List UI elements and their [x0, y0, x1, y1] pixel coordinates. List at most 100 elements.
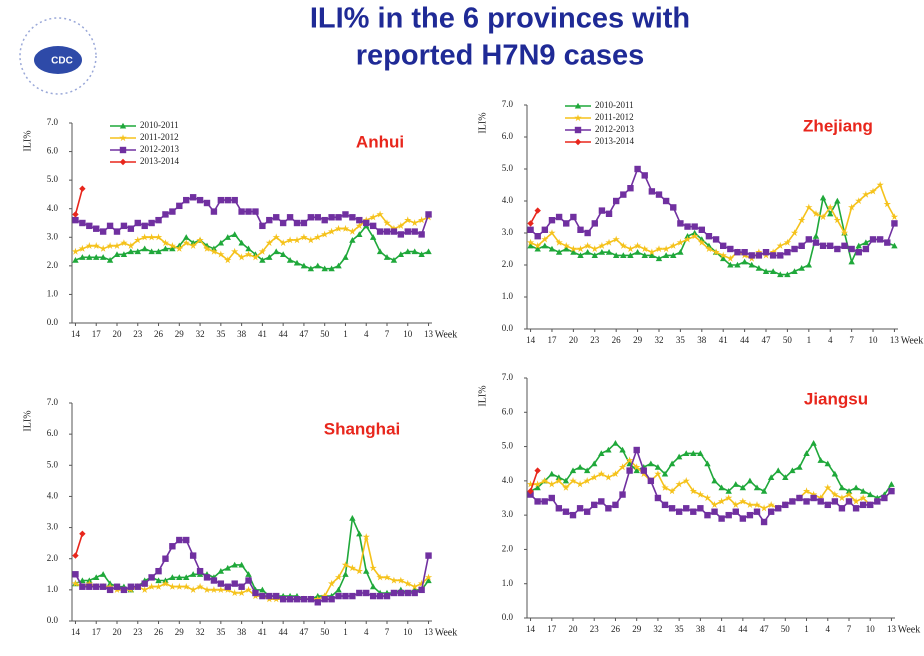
data-point — [826, 203, 834, 211]
data-point — [670, 252, 677, 258]
data-point — [534, 484, 541, 491]
data-point — [591, 460, 598, 467]
x-tick-label: 14 — [71, 627, 81, 637]
y-tick-label: 0.0 — [502, 323, 514, 333]
data-point — [411, 582, 419, 590]
data-point — [259, 592, 266, 600]
data-point — [356, 231, 363, 237]
data-point — [79, 219, 86, 227]
data-point — [127, 225, 135, 232]
data-point — [855, 249, 862, 256]
data-point — [99, 244, 107, 252]
data-point — [534, 245, 541, 252]
data-point — [404, 248, 411, 255]
y-tick-label: 5.0 — [502, 441, 514, 451]
y-tick-label: 0.0 — [47, 615, 59, 625]
data-point — [348, 227, 356, 235]
x-tick-label: 13 — [887, 624, 897, 634]
data-point — [767, 508, 775, 515]
data-point — [633, 242, 642, 249]
data-point — [266, 216, 273, 224]
data-point — [251, 253, 260, 261]
data-point — [411, 248, 418, 255]
series-line — [529, 447, 893, 524]
series-line — [530, 441, 893, 499]
data-point — [841, 242, 848, 249]
data-point — [286, 236, 294, 244]
data-point — [383, 254, 391, 260]
data-point — [612, 197, 620, 205]
data-point — [376, 592, 384, 600]
data-point — [328, 265, 335, 272]
data-point — [555, 249, 563, 255]
series-line — [530, 167, 896, 257]
data-point — [670, 204, 677, 211]
data-point — [705, 245, 713, 253]
y-tick-label: 7.0 — [502, 99, 514, 109]
data-point — [335, 262, 342, 269]
data-point — [669, 242, 677, 249]
data-point — [718, 497, 726, 505]
data-point — [189, 194, 197, 201]
data-point — [321, 230, 329, 238]
data-point — [307, 596, 315, 603]
data-point — [862, 245, 870, 253]
legend-marker — [574, 114, 582, 122]
data-point — [748, 252, 755, 259]
data-point — [99, 228, 107, 235]
data-point — [569, 477, 577, 484]
data-point — [390, 589, 398, 597]
data-point — [335, 586, 342, 593]
y-tick-label: 1.0 — [502, 291, 514, 301]
data-point — [203, 574, 211, 581]
data-point — [383, 573, 391, 581]
data-point — [810, 490, 818, 498]
series-line — [75, 536, 430, 600]
series-line — [530, 195, 895, 276]
x-tick-label: 10 — [403, 627, 413, 637]
data-point — [798, 216, 806, 224]
y-tick-label: 6.0 — [502, 406, 514, 416]
data-point — [404, 228, 411, 235]
page-title: reported H7N9 cases — [356, 40, 645, 72]
data-point — [626, 456, 634, 464]
data-point — [397, 589, 405, 597]
data-point — [654, 494, 662, 502]
legend-label: 2010-2011 — [595, 100, 634, 110]
data-point — [286, 596, 294, 603]
data-point — [425, 577, 432, 584]
data-point — [831, 498, 839, 505]
data-point — [612, 235, 620, 243]
data-point — [99, 254, 107, 260]
data-point — [162, 555, 169, 562]
data-point — [341, 561, 350, 568]
data-point — [819, 194, 827, 201]
legend-label: 2012-2013 — [140, 144, 179, 154]
data-point — [541, 242, 549, 249]
data-point — [769, 252, 777, 259]
data-point — [689, 487, 697, 495]
data-point — [169, 574, 176, 580]
data-point — [300, 262, 308, 269]
data-point — [411, 219, 419, 227]
data-point — [576, 463, 584, 470]
x-tick-label: 32 — [653, 624, 662, 634]
data-point — [148, 248, 155, 255]
data-point — [224, 256, 232, 264]
data-point — [175, 244, 183, 252]
data-point — [855, 197, 863, 205]
data-point — [383, 228, 391, 235]
data-point — [79, 583, 86, 590]
data-point — [748, 261, 755, 268]
data-point — [238, 589, 246, 597]
data-point — [855, 242, 862, 249]
data-point — [376, 210, 384, 218]
data-point — [127, 242, 135, 249]
data-point — [293, 236, 301, 244]
data-point — [134, 583, 141, 590]
data-point — [541, 235, 549, 243]
y-tick-label: 6.0 — [47, 146, 59, 156]
data-point — [755, 248, 763, 256]
data-point — [71, 579, 80, 587]
data-point — [760, 487, 768, 494]
